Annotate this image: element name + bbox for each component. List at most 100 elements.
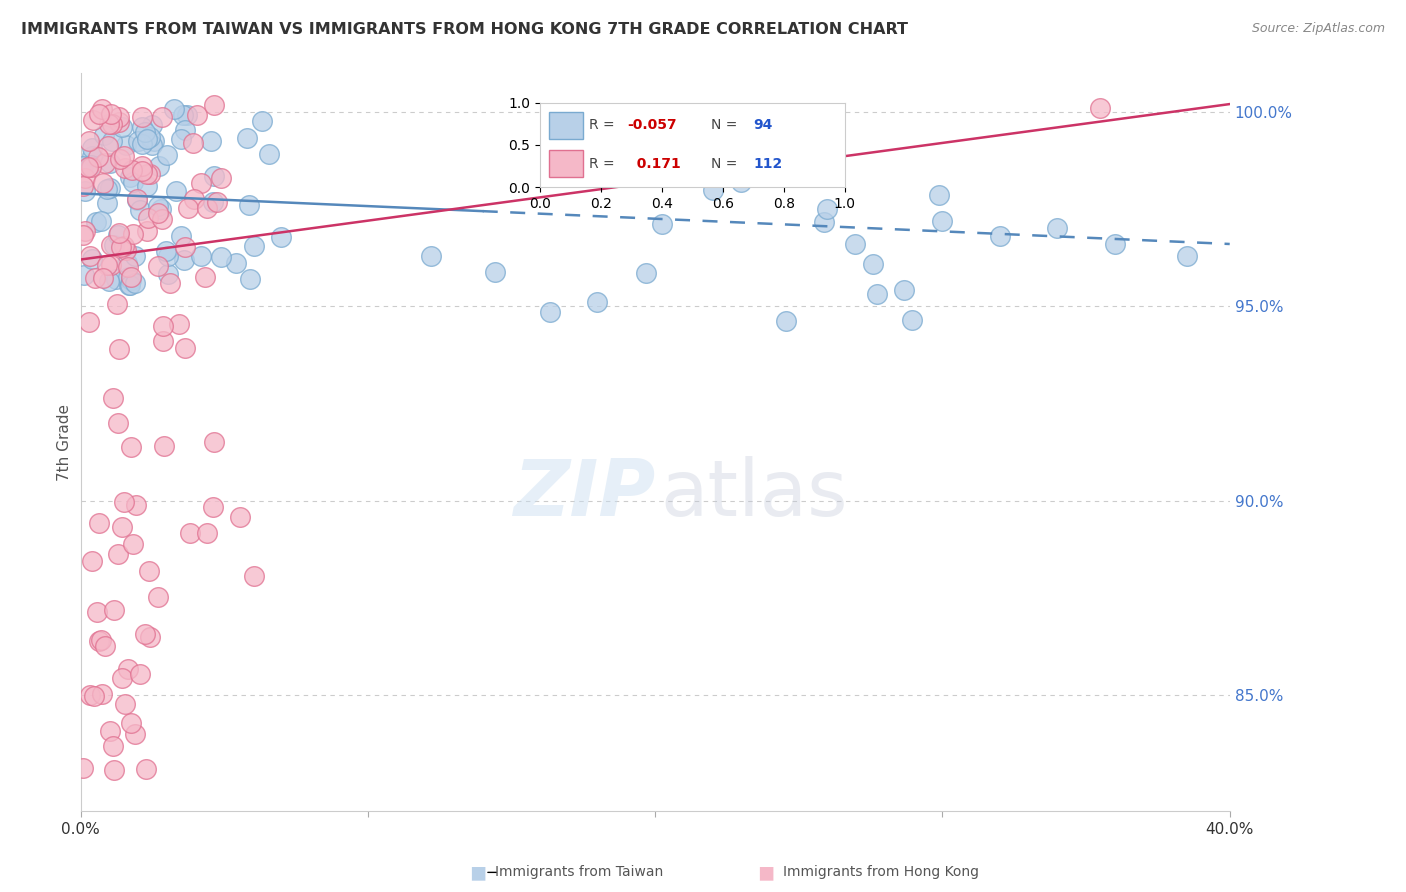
Point [73,184,96,198]
Point [134,125,156,139]
Y-axis label: 7th Grade: 7th Grade [58,404,72,481]
Point [1175,249,1198,263]
Point [77,134,100,148]
Point [101,134,124,148]
Point [124,276,146,290]
Point [865,287,887,301]
Point [86,606,108,620]
Point [155,244,177,258]
Point [201,195,224,210]
Point [98,181,121,195]
Point [117,260,139,274]
Point [146,199,169,213]
Point [893,284,915,298]
Text: Immigrants from Taiwan: Immigrants from Taiwan [495,865,664,880]
Point [98,156,121,170]
Point [138,129,160,144]
Point [110,152,132,166]
Point [79,688,101,702]
Point [120,441,142,455]
Point [127,192,149,206]
Point [103,763,125,777]
Point [817,202,839,216]
Point [167,317,190,331]
Point [135,224,157,238]
Point [114,161,136,175]
Point [207,194,229,209]
Point [107,416,129,430]
Point [125,499,148,513]
Point [96,182,118,196]
Point [148,259,170,273]
Point [172,108,194,122]
Point [225,255,247,269]
Point [122,227,145,242]
Point [73,268,96,282]
Point [150,110,173,124]
Point [112,149,135,163]
Point [190,176,212,190]
Text: Source: ZipAtlas.com: Source: ZipAtlas.com [1251,22,1385,36]
Point [141,137,163,152]
Text: atlas: atlas [661,456,848,532]
Point [190,249,212,263]
Point [98,723,121,738]
Point [120,170,142,185]
Point [112,495,135,509]
Point [107,342,129,356]
Point [146,206,169,220]
Point [928,188,950,202]
Point [76,161,98,175]
Point [651,218,673,232]
Point [775,314,797,328]
Point [844,237,866,252]
Point [110,240,132,254]
Point [1046,221,1069,235]
Point [93,128,115,143]
Point [702,183,724,197]
Point [100,237,122,252]
Point [129,667,152,681]
Point [72,761,94,775]
Point [136,167,159,181]
Point [121,162,143,177]
Point [131,120,153,134]
Point [94,156,117,170]
Point [150,212,173,227]
Point [586,163,609,178]
Point [202,98,225,112]
Point [900,312,922,326]
Point [89,634,111,648]
Point [100,107,122,121]
Point [127,134,149,148]
Point [111,671,134,685]
Point [90,102,112,116]
Point [238,198,260,212]
Point [82,149,104,163]
Point [91,271,114,285]
Point [122,175,145,189]
Point [135,132,157,146]
Point [152,318,174,333]
Point [181,136,204,150]
Point [170,229,193,244]
Text: ZIP: ZIP [513,456,655,532]
Point [103,391,125,405]
Point [165,184,187,198]
Point [94,639,117,653]
Point [114,243,136,257]
Point [720,142,742,156]
Point [73,224,96,238]
Point [150,202,173,216]
Point [117,256,139,270]
Point [146,590,169,604]
Point [111,120,134,134]
Point [173,252,195,267]
Point [100,258,122,272]
Point [90,687,112,701]
Text: IMMIGRANTS FROM TAIWAN VS IMMIGRANTS FROM HONG KONG 7TH GRADE CORRELATION CHART: IMMIGRANTS FROM TAIWAN VS IMMIGRANTS FRO… [21,22,908,37]
Point [193,270,215,285]
Point [484,265,506,279]
Point [153,439,176,453]
Point [120,270,142,285]
